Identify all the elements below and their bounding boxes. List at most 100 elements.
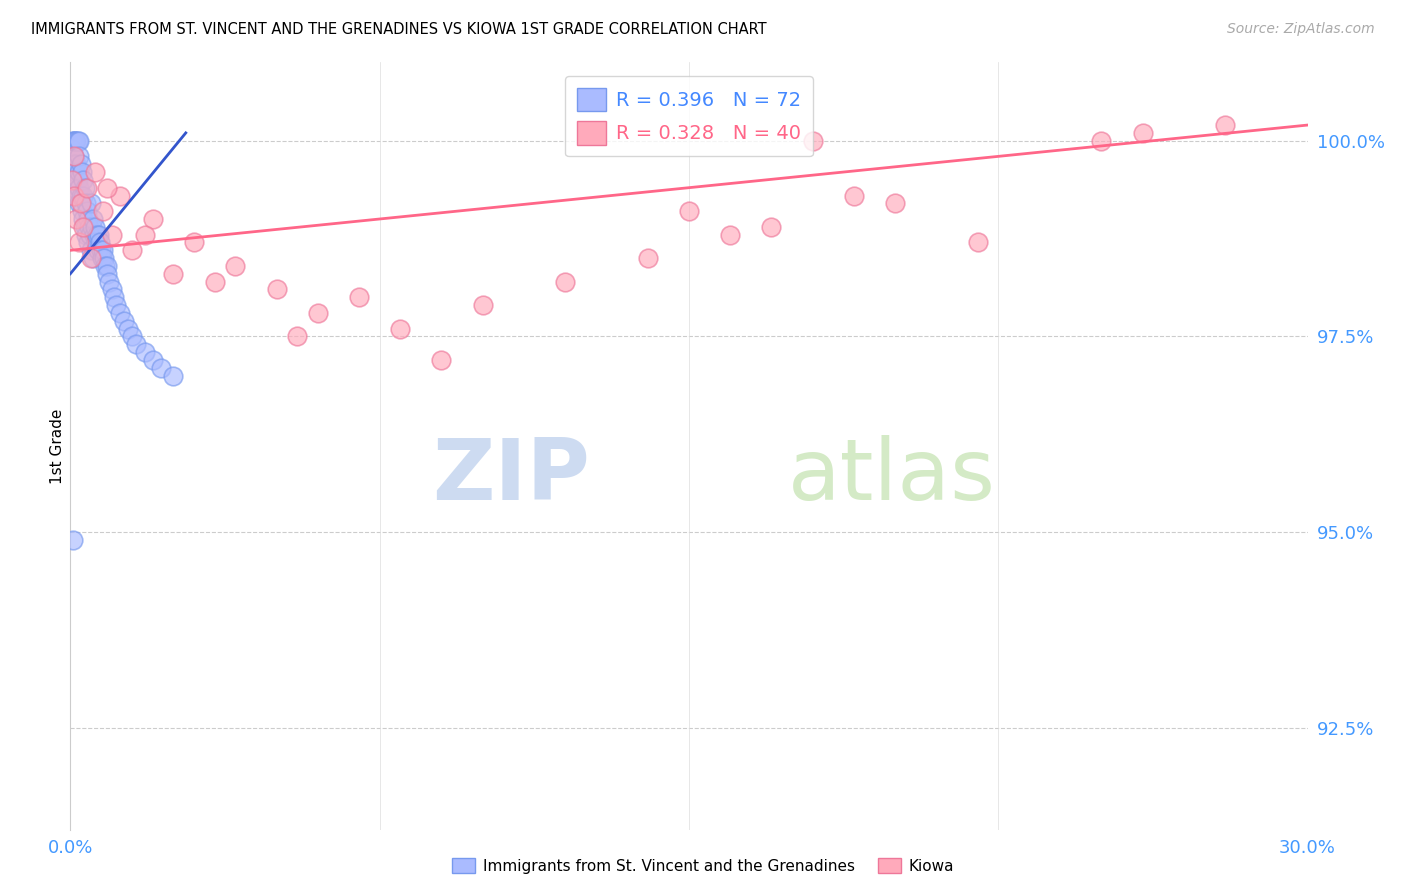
Point <box>91 251 114 265</box>
Point <box>72 219 94 234</box>
Point <box>112 314 135 328</box>
Point <box>76 212 98 227</box>
Legend: Immigrants from St. Vincent and the Grenadines, Kiowa: Immigrants from St. Vincent and the Gren… <box>446 852 960 880</box>
Point <box>307 306 329 320</box>
Point <box>75 196 97 211</box>
Point <box>389 321 412 335</box>
Point <box>637 251 659 265</box>
Point <box>72 188 94 202</box>
Point <box>87 244 110 258</box>
Point <box>91 244 114 258</box>
Text: IMMIGRANTS FROM ST. VINCENT AND THE GRENADINES VS KIOWA 1ST GRADE CORRELATION CH: IMMIGRANTS FROM ST. VINCENT AND THE GREN… <box>31 22 766 37</box>
Point <box>842 188 865 202</box>
Point <box>91 204 114 219</box>
Point <box>62 188 84 202</box>
Point <box>62 173 84 187</box>
Point <box>67 134 90 148</box>
Point <box>69 196 91 211</box>
Point <box>1213 118 1236 132</box>
Point <box>80 244 103 258</box>
Point <box>75 227 97 242</box>
Point <box>104 298 127 312</box>
Point <box>84 235 107 250</box>
Point <box>108 188 131 202</box>
Point <box>1090 134 1112 148</box>
Point <box>66 134 89 148</box>
Point <box>65 134 87 148</box>
Point <box>98 275 121 289</box>
Point <box>162 368 184 383</box>
Point <box>93 251 115 265</box>
Point <box>69 157 91 171</box>
Point <box>83 227 105 242</box>
Point <box>96 180 118 194</box>
Point <box>100 227 122 242</box>
Point <box>73 180 96 194</box>
Point <box>60 165 83 179</box>
Point <box>761 219 783 234</box>
Text: atlas: atlas <box>787 435 995 518</box>
Point <box>89 227 111 242</box>
Text: Source: ZipAtlas.com: Source: ZipAtlas.com <box>1227 22 1375 37</box>
Point <box>103 290 125 304</box>
Point <box>77 219 100 234</box>
Point <box>80 219 103 234</box>
Point <box>76 204 98 219</box>
Point <box>65 134 87 148</box>
Point <box>76 180 98 194</box>
Point <box>884 196 907 211</box>
Point <box>347 290 370 304</box>
Point <box>430 352 453 367</box>
Point <box>67 149 90 163</box>
Point <box>162 267 184 281</box>
Y-axis label: 1st Grade: 1st Grade <box>49 409 65 483</box>
Point <box>266 282 288 296</box>
Point <box>150 360 173 375</box>
Point <box>108 306 131 320</box>
Point <box>72 212 94 227</box>
Point <box>67 196 90 211</box>
Point <box>121 244 143 258</box>
Point <box>86 227 108 242</box>
Point <box>84 219 107 234</box>
Point <box>67 180 90 194</box>
Point <box>72 173 94 187</box>
Point <box>183 235 205 250</box>
Point <box>73 219 96 234</box>
Point <box>70 165 93 179</box>
Point <box>62 533 84 547</box>
Point <box>801 134 824 148</box>
Point <box>65 165 87 179</box>
Point <box>82 251 104 265</box>
Point <box>60 149 83 163</box>
Point <box>100 282 122 296</box>
Point <box>554 275 576 289</box>
Point <box>65 157 87 171</box>
Point <box>66 173 89 187</box>
Point <box>62 134 84 148</box>
Point <box>1132 126 1154 140</box>
Point <box>134 227 156 242</box>
Point <box>60 157 83 171</box>
Point <box>62 149 84 163</box>
Point <box>142 212 165 227</box>
Point <box>285 329 308 343</box>
Point <box>718 227 741 242</box>
Point <box>67 165 90 179</box>
Point <box>678 204 700 219</box>
Point <box>60 134 83 148</box>
Point <box>60 142 83 156</box>
Point <box>67 235 90 250</box>
Point <box>82 212 104 227</box>
Point <box>96 259 118 273</box>
Point <box>69 188 91 202</box>
Point <box>65 188 87 202</box>
Point <box>125 337 148 351</box>
Point <box>65 212 87 227</box>
Point <box>80 196 103 211</box>
Point <box>79 227 101 242</box>
Point <box>966 235 988 250</box>
Point <box>80 251 103 265</box>
Point <box>117 321 139 335</box>
Text: ZIP: ZIP <box>432 435 591 518</box>
